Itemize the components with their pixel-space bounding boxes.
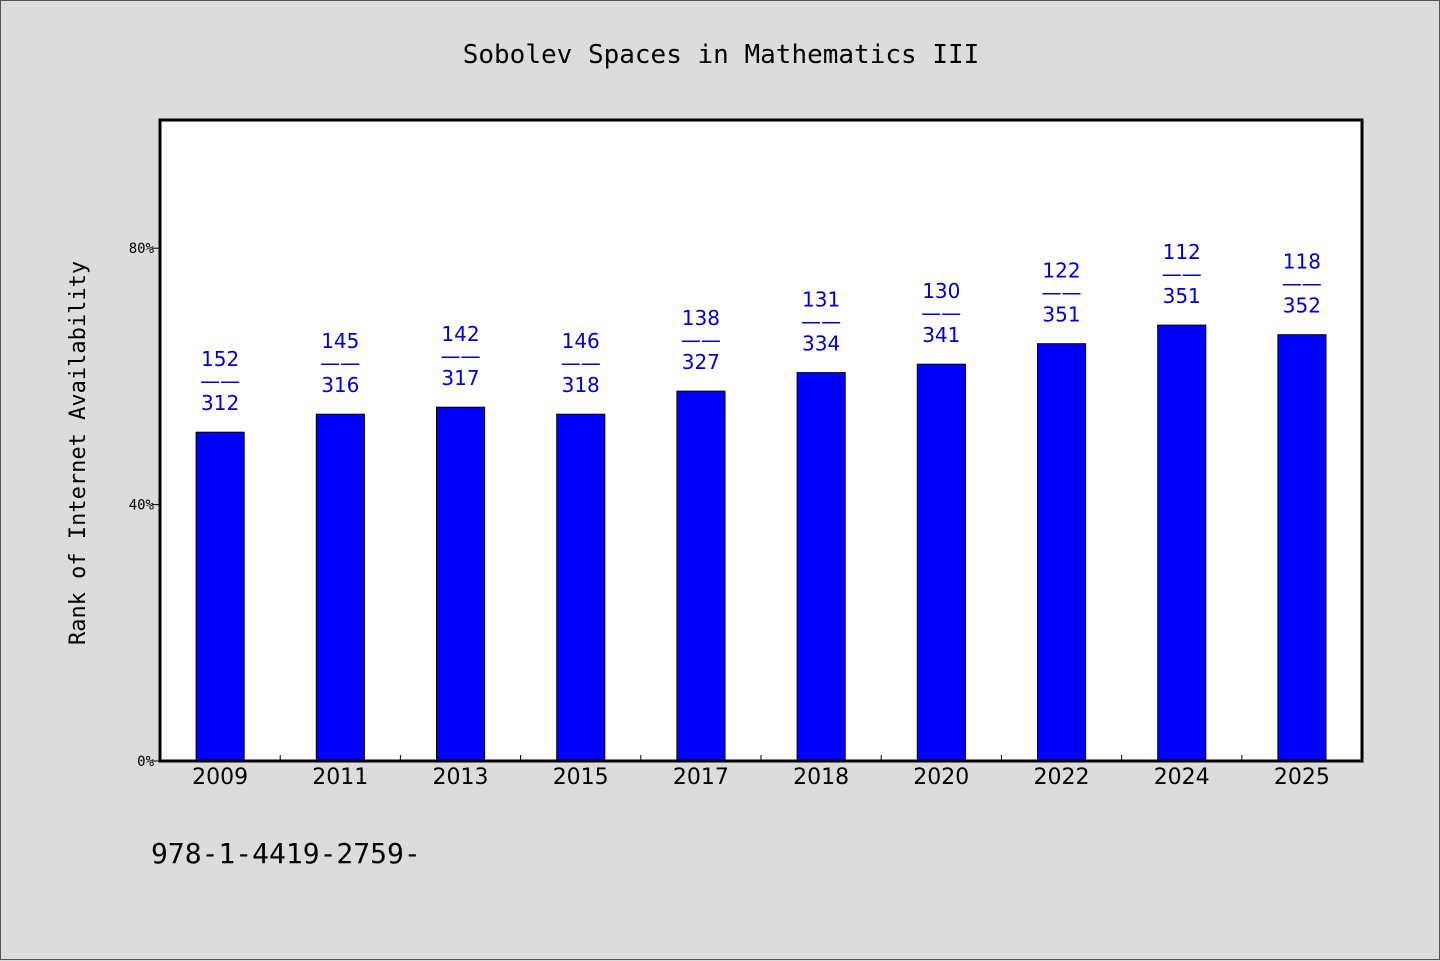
data-label-bottom-2022: 351 — [1042, 303, 1080, 327]
data-label-sep-2024: —— — [1162, 262, 1202, 286]
x-tick-label-2024: 2024 — [1154, 765, 1210, 790]
data-label-bottom-2015: 318 — [562, 373, 600, 397]
isbn-footnote: 978-1-4419-2759- — [151, 837, 421, 870]
y-tick-label-0%: 0% — [137, 754, 154, 770]
x-tick-label-2017: 2017 — [673, 765, 729, 790]
data-label-top-2011: 145 — [321, 329, 359, 353]
bar-2025 — [1277, 334, 1327, 762]
plot-border — [158, 118, 1364, 763]
data-label-sep-2017: —— — [681, 328, 721, 352]
data-label-sep-2009: —— — [200, 369, 240, 393]
data-label-top-2018: 131 — [802, 288, 840, 312]
data-label-bottom-2017: 327 — [682, 350, 720, 374]
data-label-bottom-2009: 312 — [201, 391, 239, 415]
y-tick-label-80%: 80% — [129, 241, 155, 257]
x-tick-label-2015: 2015 — [553, 765, 609, 790]
data-label-sep-2025: —— — [1282, 272, 1322, 296]
bar-2024 — [1157, 324, 1207, 762]
data-label-sep-2013: —— — [441, 344, 481, 368]
data-labels-layer: 152——312145——316142——317146——318138——327… — [200, 240, 1322, 415]
bars-layer — [195, 324, 1327, 762]
data-label-bottom-2018: 334 — [802, 332, 840, 356]
bar-2022 — [1037, 343, 1087, 762]
bar-2017 — [676, 390, 726, 762]
x-tick-label-2013: 2013 — [433, 765, 489, 790]
bar-2013 — [436, 406, 486, 762]
data-label-top-2025: 118 — [1283, 250, 1321, 274]
bar-2018 — [796, 372, 846, 762]
data-label-bottom-2020: 341 — [922, 323, 960, 347]
data-label-bottom-2025: 352 — [1283, 294, 1321, 318]
bar-2009 — [195, 431, 245, 762]
x-tick-label-2025: 2025 — [1274, 765, 1330, 790]
data-label-top-2015: 146 — [562, 329, 600, 353]
data-label-top-2020: 130 — [922, 279, 960, 303]
data-label-top-2017: 138 — [682, 306, 720, 330]
x-tick-label-2020: 2020 — [913, 765, 969, 790]
bar-2020 — [916, 363, 966, 762]
data-label-sep-2018: —— — [801, 310, 841, 334]
data-label-sep-2020: —— — [921, 301, 961, 325]
data-label-top-2024: 112 — [1163, 240, 1201, 264]
bar-2011 — [315, 413, 365, 762]
data-label-top-2009: 152 — [201, 347, 239, 371]
x-axis: 2009 2011 2013 2015 2017 2018 2020 2022 2024 2025 — [192, 755, 1363, 790]
data-label-sep-2022: —— — [1042, 281, 1082, 305]
data-label-sep-2015: —— — [561, 351, 601, 375]
y-axis-label: Rank of Internet Availability — [66, 261, 91, 645]
data-label-top-2022: 122 — [1042, 259, 1080, 283]
x-tick-label-2011: 2011 — [312, 765, 368, 790]
x-tick-label-2022: 2022 — [1034, 765, 1090, 790]
y-axis: 0% 40% 80% — [129, 241, 160, 770]
data-label-sep-2011: —— — [320, 351, 360, 375]
x-tick-label-2018: 2018 — [793, 765, 849, 790]
bar-2015 — [556, 413, 606, 762]
data-label-bottom-2013: 317 — [441, 366, 479, 390]
chart-title: Sobolev Spaces in Mathematics III — [463, 40, 980, 70]
data-label-top-2013: 142 — [441, 322, 479, 346]
x-tick-label-2009: 2009 — [192, 765, 248, 790]
data-label-bottom-2024: 351 — [1163, 284, 1201, 308]
y-tick-label-40%: 40% — [129, 498, 155, 514]
data-label-bottom-2011: 316 — [321, 373, 359, 397]
